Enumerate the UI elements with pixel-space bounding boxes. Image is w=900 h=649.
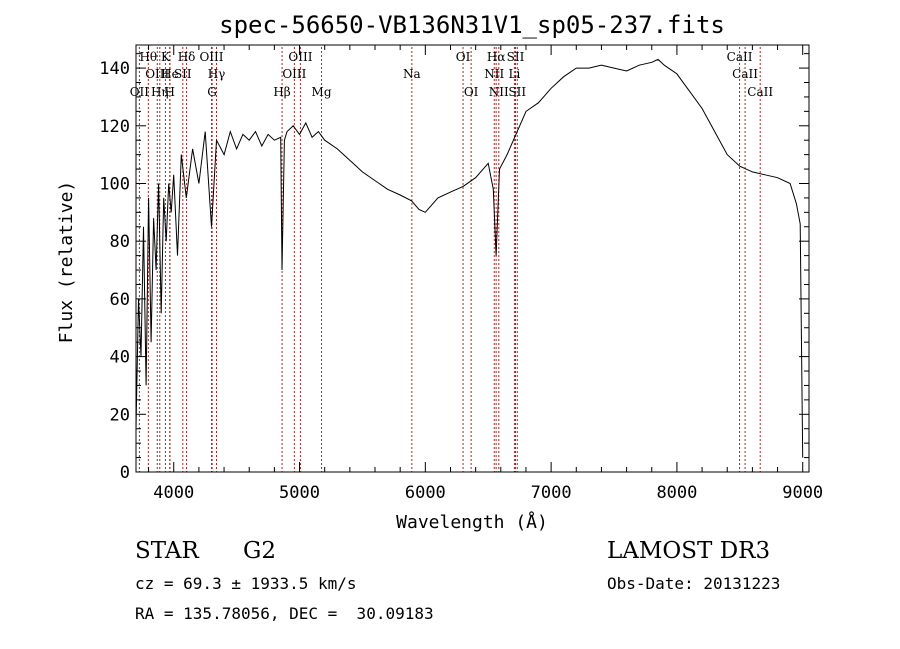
y-tick-label-1: 20 bbox=[110, 405, 130, 425]
line-label-0: OII bbox=[130, 85, 150, 99]
y-axis-label: Flux (relative) bbox=[56, 181, 77, 344]
chart-title: spec-56650-VB136N31V1_sp05-237.fits bbox=[219, 11, 725, 39]
line-label-11: G bbox=[207, 85, 217, 99]
spectrum-line bbox=[135, 58, 804, 458]
object-class: STAR bbox=[135, 538, 199, 564]
line-label-13: OIII bbox=[282, 67, 306, 81]
line-label-22: SII bbox=[507, 50, 525, 64]
x-tick-label-2: 6000 bbox=[405, 483, 446, 503]
line-label-12: Hβ bbox=[273, 85, 290, 99]
y-tick-label-3: 60 bbox=[110, 290, 130, 310]
line-label-24: SII bbox=[508, 85, 526, 99]
line-label-4: K bbox=[161, 50, 171, 64]
plot-frame bbox=[135, 44, 810, 473]
line-label-14: OIII bbox=[288, 50, 312, 64]
line-label-21: NII bbox=[489, 85, 509, 99]
line-label-9: OIII bbox=[199, 50, 223, 64]
line-label-27: CaII bbox=[747, 85, 773, 99]
y-tick-label-5: 100 bbox=[99, 174, 130, 194]
x-axis-label: Wavelength (Å) bbox=[396, 511, 548, 533]
observation-date: Obs-Date: 20131223 bbox=[607, 574, 781, 593]
x-tick-label-0: 4000 bbox=[153, 483, 194, 503]
x-tick-label-3: 7000 bbox=[531, 483, 572, 503]
line-label-3: Hη bbox=[151, 85, 169, 99]
line-label-26: CaII bbox=[732, 67, 758, 81]
line-label-7: SII bbox=[174, 67, 192, 81]
line-label-1: Hθ bbox=[139, 50, 157, 64]
x-tick-label-1: 5000 bbox=[279, 483, 320, 503]
line-label-18: OI bbox=[464, 85, 479, 99]
y-axis-ticks: 0 20 40 60 80 100 120 140 bbox=[99, 53, 809, 483]
line-label-20: NII bbox=[484, 67, 504, 81]
y-tick-label-4: 80 bbox=[110, 232, 130, 252]
line-label-25: CaII bbox=[727, 50, 753, 64]
line-label-16: Na bbox=[403, 67, 421, 81]
redshift-velocity: cz = 69.3 ± 1933.5 km/s bbox=[135, 574, 357, 593]
line-label-6: H bbox=[164, 85, 174, 99]
line-label-2: OIII bbox=[145, 67, 169, 81]
line-label-19: Hα bbox=[487, 50, 506, 64]
x-tick-label-4: 8000 bbox=[656, 483, 697, 503]
line-label-23: Li bbox=[508, 67, 520, 81]
y-tick-label-0: 0 bbox=[120, 463, 130, 483]
line-label-15: Mg bbox=[312, 85, 332, 99]
line-label-5: He bbox=[161, 67, 179, 81]
y-tick-label-6: 120 bbox=[99, 117, 130, 137]
spectral-line-markers bbox=[138, 47, 761, 472]
line-label-17: OI bbox=[456, 50, 471, 64]
y-tick-label-7: 140 bbox=[99, 59, 130, 79]
survey-name: LAMOST DR3 bbox=[607, 538, 771, 564]
object-subclass: G2 bbox=[243, 538, 277, 564]
x-tick-label-5: 9000 bbox=[782, 483, 823, 503]
line-label-8: Hδ bbox=[178, 50, 196, 64]
x-axis-ticks: 4000 5000 6000 7000 8000 9000 bbox=[148, 45, 823, 503]
sky-coordinates: RA = 135.78056, DEC = 30.09183 bbox=[135, 604, 434, 623]
y-tick-label-2: 40 bbox=[110, 348, 130, 368]
line-label-10: Hγ bbox=[208, 67, 226, 81]
